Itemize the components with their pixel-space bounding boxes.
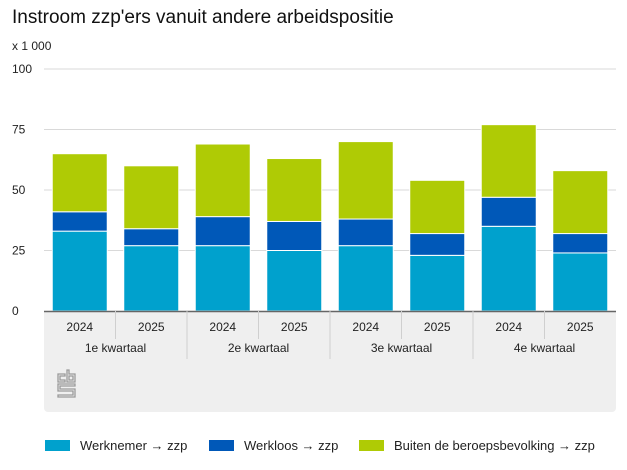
bar-segment-werkloos[interactable] [123,228,180,247]
bar-segment-buiten[interactable] [266,158,323,222]
x-tick-label: 2024 [209,320,236,334]
bar-segment-buiten[interactable] [51,153,108,213]
bar-segment-buiten[interactable] [480,124,537,198]
bar-segment-werkloos[interactable] [51,211,108,232]
legend-item-werkloos: Werkloos → zzp [209,437,338,453]
bar-segment-werknemer[interactable] [194,245,251,312]
x-group-label: 1e kwartaal [85,341,146,355]
bar-segment-werknemer[interactable] [337,245,394,312]
x-tick-label: 2024 [352,320,379,334]
bar-segment-werknemer[interactable] [123,245,180,312]
bar-segment-buiten[interactable] [123,165,180,230]
legend-label-werknemer: Werknemer → zzp [80,437,188,453]
bar-segment-werkloos[interactable] [552,233,609,254]
bar-segment-werknemer[interactable] [480,225,537,312]
bar-segment-buiten[interactable] [552,170,609,235]
bars [51,124,609,312]
x-tick-label: 2024 [495,320,522,334]
x-tick-label: 2025 [567,320,594,334]
x-group-label: 2e kwartaal [228,341,289,355]
legend-swatch-werknemer [45,439,70,451]
bar-segment-werkloos[interactable] [266,220,323,252]
x-group-label: 3e kwartaal [371,341,432,355]
x-tick-label: 2025 [424,320,451,334]
bar-segment-buiten[interactable] [337,141,394,220]
cbs-logo-icon [57,369,76,398]
y-tick-label: 50 [12,183,26,197]
unit-label: x 1 000 [12,39,52,53]
bar-segment-werkloos[interactable] [337,218,394,247]
legend-label-buiten: Buiten de beroepsbevolking → zzp [394,437,595,453]
x-tick-label: 2025 [281,320,308,334]
y-tick-label: 0 [12,304,19,318]
legend-swatch-buiten [359,439,384,451]
y-tick-label: 25 [12,244,26,258]
x-group-label: 4e kwartaal [514,341,575,355]
y-tick-label: 100 [12,62,32,76]
bar-segment-werknemer[interactable] [552,252,609,312]
x-tick-label: 2025 [138,320,165,334]
bar-segment-werknemer[interactable] [266,250,323,312]
bar-segment-buiten[interactable] [194,143,251,218]
legend-label-werkloos: Werkloos → zzp [244,437,339,453]
bar-segment-werknemer[interactable] [409,254,466,312]
x-tick-label: 2024 [66,320,93,334]
x-axis: 2024 2025 2024 2025 2024 2025 2024 2025 1e kwart… [44,310,616,412]
bar-segment-buiten[interactable] [409,179,466,235]
chart-title: Instroom zzp'ers vanuit andere arbeidspo… [12,7,394,28]
bar-segment-werkloos[interactable] [480,196,537,227]
legend-swatch-werkloos [209,439,234,451]
y-axis: 0 25 50 75 100 [12,62,32,318]
bar-segment-werkloos[interactable] [409,233,466,256]
bar-segment-werknemer[interactable] [51,230,108,312]
bar-segment-werkloos[interactable] [194,216,251,247]
legend: Werknemer → zzp Werkloos → zzp Buiten de… [0,432,627,458]
legend-item-buiten: Buiten de beroepsbevolking → zzp [359,437,595,453]
chart-canvas: 2024 2025 2024 2025 2024 2025 2024 2025 1e kwart… [12,62,616,412]
y-tick-label: 75 [12,123,26,137]
legend-item-werknemer: Werknemer → zzp [45,437,187,453]
